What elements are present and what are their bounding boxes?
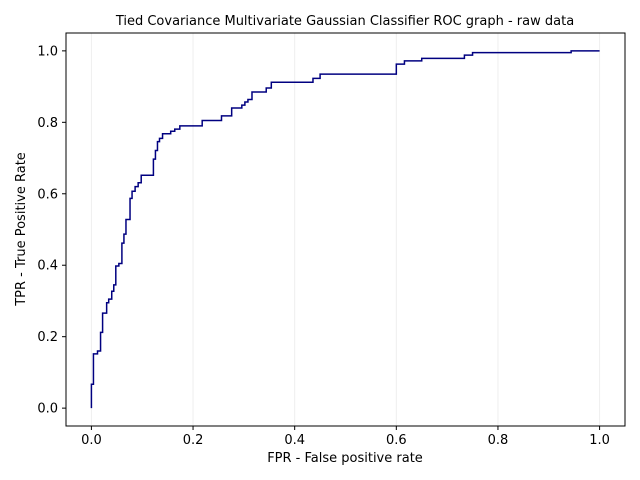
line-layer: [90, 50, 600, 409]
y-tick-label: 0.4: [37, 259, 58, 274]
y-tick-label: 0.2: [37, 330, 58, 345]
y-tick-label: 0.8: [37, 116, 58, 131]
x-axis: 0.0 0.2 0.4 0.6 0.8 1.0: [81, 426, 610, 448]
x-tick-label: 0.4: [284, 433, 305, 448]
y-axis: 0.0 0.2 0.4 0.6 0.8 1.0: [37, 44, 66, 417]
x-tick-label: 0.8: [488, 433, 509, 448]
x-tick-label: 0.6: [386, 433, 407, 448]
plot-frame: [65, 32, 626, 427]
y-tick-label: 1.0: [37, 44, 58, 59]
y-axis-label: TPR - True Positive Rate: [14, 152, 29, 307]
roc-curve: [90, 50, 600, 409]
chart-title: Tied Covariance Multivariate Gaussian Cl…: [115, 14, 574, 29]
x-tick-label: 1.0: [589, 433, 610, 448]
x-tick-label: 0.0: [81, 433, 102, 448]
y-tick-label: 0.0: [37, 402, 58, 417]
x-axis-label: FPR - False positive rate: [267, 451, 423, 466]
grid-layer: [90, 33, 601, 426]
x-tick-label: 0.2: [183, 433, 204, 448]
y-tick-label: 0.6: [37, 187, 58, 202]
